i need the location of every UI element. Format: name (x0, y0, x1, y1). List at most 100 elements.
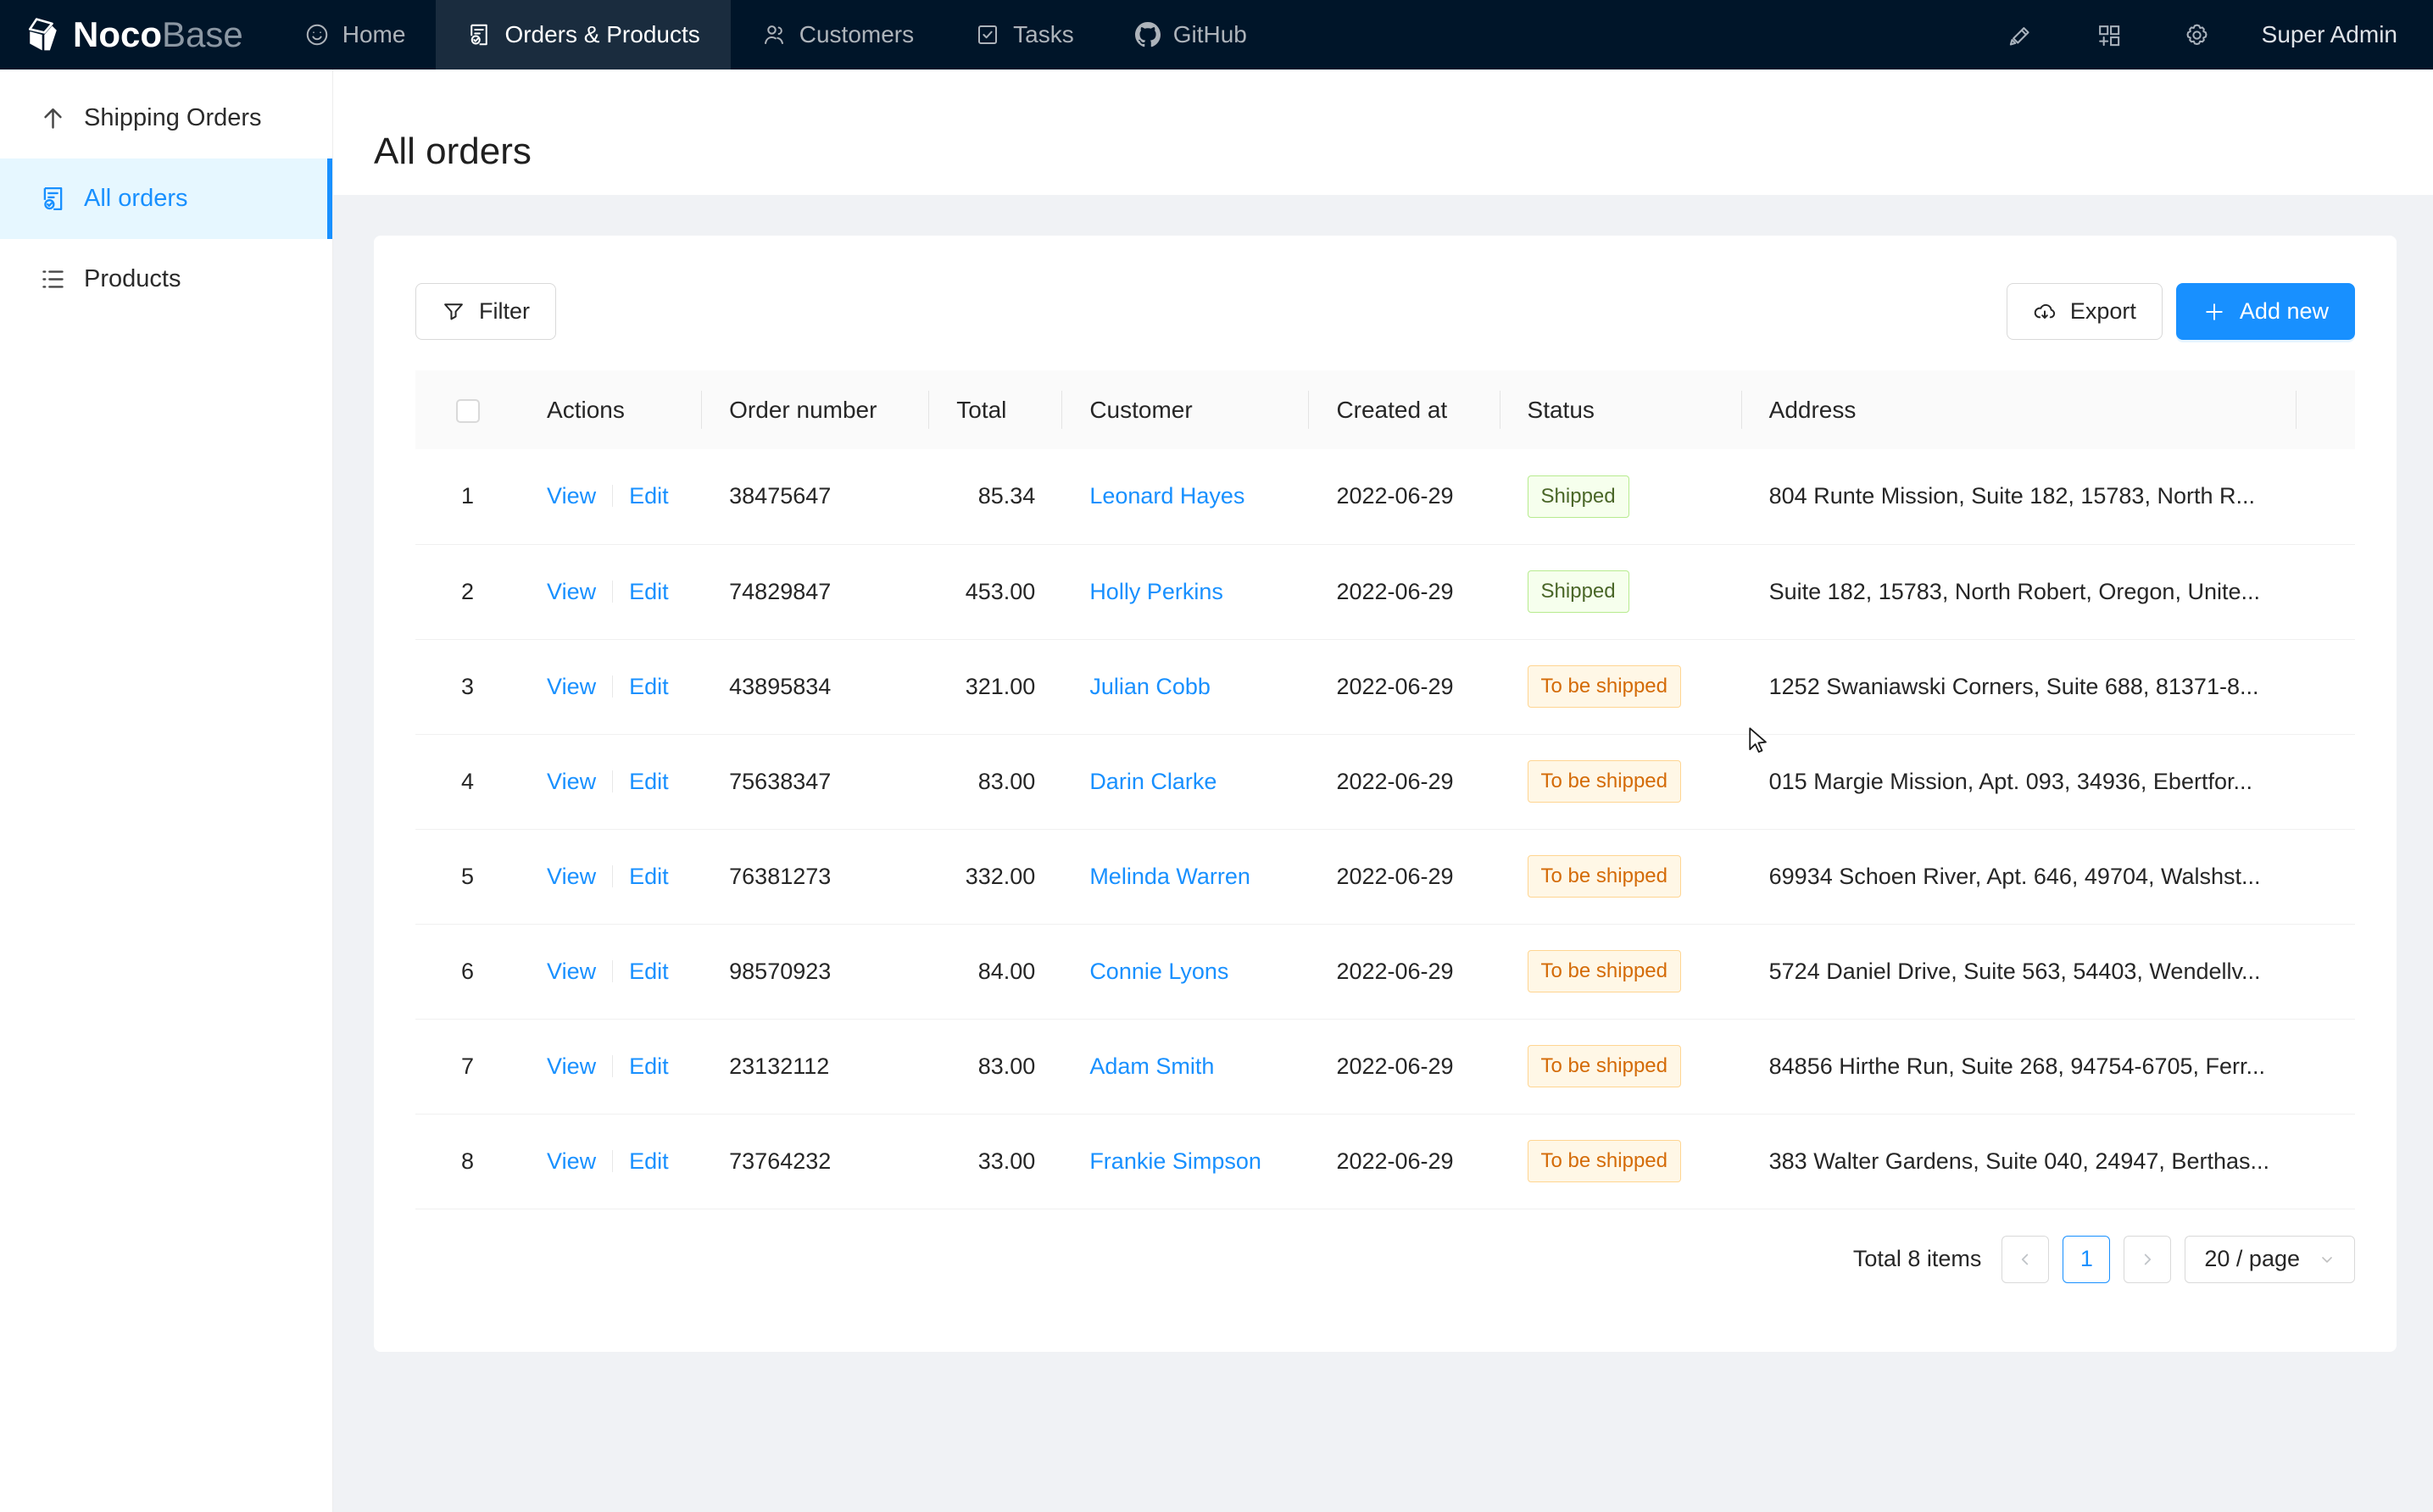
address-cell: 804 Runte Mission, Suite 182, 15783, Nor… (1742, 449, 2297, 544)
nav-item-orders-products[interactable]: Orders & Products (436, 0, 730, 69)
task-checkbox-icon (975, 22, 1000, 47)
edit-link[interactable]: Edit (629, 674, 669, 699)
nav-item-github[interactable]: GitHub (1105, 0, 1278, 69)
orders-table: Actions Order number Total Customer Crea… (415, 370, 2355, 1209)
customer-link[interactable]: Connie Lyons (1089, 959, 1228, 984)
next-page-button[interactable] (2124, 1236, 2171, 1283)
order-number-cell: 98570923 (702, 924, 929, 1019)
page-1-button[interactable]: 1 (2063, 1236, 2110, 1283)
user-menu[interactable]: Super Admin (2241, 21, 2433, 48)
highlighter-icon (2007, 22, 2034, 48)
actions-cell: View Edit (520, 449, 702, 544)
previous-page-button[interactable] (2002, 1236, 2049, 1283)
actions-cell: View Edit (520, 734, 702, 829)
customer-link[interactable]: Julian Cobb (1089, 674, 1211, 699)
table-row: 7 ViewEdit 23132112 83.00 Adam Smith 202… (415, 1019, 2355, 1114)
view-link[interactable]: View (547, 1148, 596, 1174)
order-number-cell: 23132112 (702, 1019, 929, 1114)
view-link[interactable]: View (547, 864, 596, 889)
customer-cell: Julian Cobb (1062, 639, 1309, 734)
customer-cell: Leonard Hayes (1062, 449, 1309, 544)
stub-cell (2297, 544, 2355, 639)
status-badge: Shipped (1528, 570, 1629, 613)
stub-cell (2297, 1019, 2355, 1114)
edit-link[interactable]: Edit (629, 864, 669, 889)
nocobase-logo[interactable]: NocoBase (0, 0, 274, 69)
view-link[interactable]: View (547, 1053, 596, 1079)
nav-item-home[interactable]: Home (274, 0, 437, 69)
cloud-download-icon (2033, 300, 2057, 324)
nav-item-label: Customers (799, 21, 914, 48)
edit-link[interactable]: Edit (629, 483, 669, 509)
nav-item-customers[interactable]: Customers (731, 0, 944, 69)
arrow-up-icon (39, 104, 67, 132)
customer-link[interactable]: Melinda Warren (1089, 864, 1250, 889)
github-icon (1135, 22, 1161, 47)
status-badge: Shipped (1528, 475, 1629, 518)
address-cell: 1252 Swaniawski Corners, Suite 688, 8137… (1742, 639, 2297, 734)
smile-icon (304, 22, 330, 47)
sidebar-item-shipping-orders[interactable]: Shipping Orders (0, 78, 332, 158)
edit-link[interactable]: Edit (629, 769, 669, 794)
pagination-total: Total 8 items (1853, 1246, 1982, 1272)
table-header-row: Actions Order number Total Customer Crea… (415, 370, 2355, 449)
actions-cell: View Edit (520, 1019, 702, 1114)
view-link[interactable]: View (547, 674, 596, 699)
ui-editor-button[interactable] (1977, 0, 2065, 69)
row-index: 1 (415, 449, 520, 544)
add-new-button-label: Add new (2240, 298, 2329, 325)
status-cell: To be shipped (1500, 1019, 1742, 1114)
view-link[interactable]: View (547, 959, 596, 984)
status-cell: To be shipped (1500, 1114, 1742, 1209)
sidebar-item-products[interactable]: Products (0, 239, 332, 320)
add-new-button[interactable]: Add new (2176, 283, 2355, 340)
address-cell: Suite 182, 15783, North Robert, Oregon, … (1742, 544, 2297, 639)
total-cell: 85.34 (929, 449, 1062, 544)
main-area: All orders Filter Export (333, 69, 2433, 1512)
nav-item-tasks[interactable]: Tasks (944, 0, 1105, 69)
plugin-manager-button[interactable] (2065, 0, 2153, 69)
created-at-cell: 2022-06-29 (1309, 544, 1500, 639)
customer-link[interactable]: Adam Smith (1089, 1053, 1214, 1079)
chevron-left-icon (2016, 1250, 2035, 1269)
page-header: All orders (333, 69, 2433, 195)
sidebar: Shipping Orders All orders Products (0, 69, 333, 1512)
created-at-cell: 2022-06-29 (1309, 639, 1500, 734)
filter-button[interactable]: Filter (415, 283, 556, 340)
settings-button[interactable] (2153, 0, 2241, 69)
stub-cell (2297, 924, 2355, 1019)
status-cell: To be shipped (1500, 829, 1742, 924)
row-index: 8 (415, 1114, 520, 1209)
address-cell: 015 Margie Mission, Apt. 093, 34936, Ebe… (1742, 734, 2297, 829)
sidebar-item-all-orders[interactable]: All orders (0, 158, 332, 239)
column-header-created-at: Created at (1309, 370, 1500, 449)
blocks-plus-icon (2096, 22, 2122, 48)
nocobase-logo-text: NocoBase (73, 14, 243, 55)
customer-link[interactable]: Frankie Simpson (1089, 1148, 1261, 1174)
select-all-checkbox[interactable] (456, 399, 480, 423)
edit-link[interactable]: Edit (629, 579, 669, 604)
status-cell: To be shipped (1500, 734, 1742, 829)
filter-button-label: Filter (479, 298, 530, 325)
view-link[interactable]: View (547, 769, 596, 794)
gear-icon (2184, 22, 2210, 48)
customer-cell: Darin Clarke (1062, 734, 1309, 829)
page-size-select[interactable]: 20 / page (2185, 1236, 2355, 1283)
view-link[interactable]: View (547, 579, 596, 604)
edit-link[interactable]: Edit (629, 1053, 669, 1079)
navbar-right: Super Admin (1977, 0, 2433, 69)
edit-link[interactable]: Edit (629, 1148, 669, 1174)
status-badge: To be shipped (1528, 760, 1681, 803)
created-at-cell: 2022-06-29 (1309, 734, 1500, 829)
action-divider (612, 581, 613, 603)
customer-link[interactable]: Leonard Hayes (1089, 483, 1244, 509)
edit-link[interactable]: Edit (629, 959, 669, 984)
customer-link[interactable]: Darin Clarke (1089, 769, 1216, 794)
customer-link[interactable]: Holly Perkins (1089, 579, 1223, 604)
nav-item-label: Tasks (1013, 21, 1074, 48)
table-row: 6 ViewEdit 98570923 84.00 Connie Lyons 2… (415, 924, 2355, 1019)
main-menu: Home Orders & Products Customers (274, 0, 1278, 69)
column-header-address: Address (1742, 370, 2297, 449)
export-button[interactable]: Export (2007, 283, 2163, 340)
view-link[interactable]: View (547, 483, 596, 509)
